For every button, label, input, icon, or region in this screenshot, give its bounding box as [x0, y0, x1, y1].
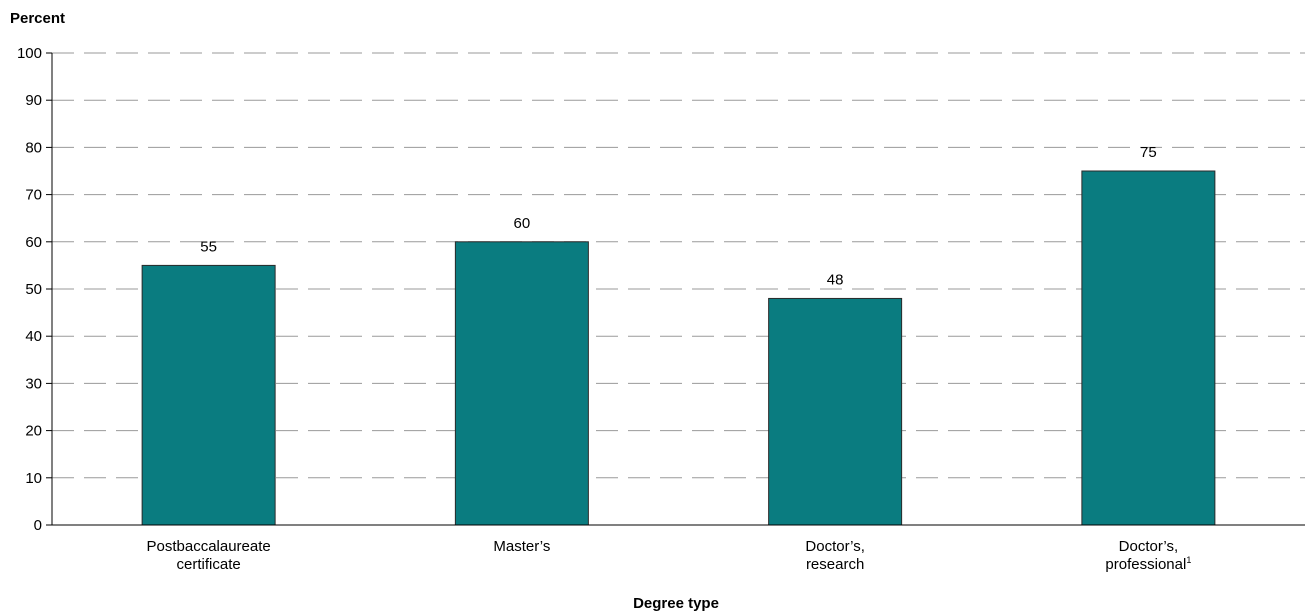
- x-category-label-line: research: [806, 556, 864, 573]
- x-axis-title: Degree type: [633, 595, 719, 612]
- footnote-marker: 1: [1186, 555, 1191, 565]
- bar-value-label: 75: [1140, 144, 1157, 161]
- x-category-label-line: Master’s: [493, 538, 550, 555]
- bar-value-label: 48: [827, 271, 844, 288]
- x-category-label: Doctor’s, research: [805, 538, 864, 573]
- x-category-label-line: certificate: [177, 556, 241, 573]
- y-axis-title: Percent: [10, 10, 65, 27]
- y-tick-label: 30: [25, 375, 42, 392]
- bar-value-label: 55: [200, 238, 217, 255]
- y-tick-label: 20: [25, 423, 42, 440]
- y-tick-label: 80: [25, 139, 42, 156]
- x-category-label-line: Doctor’s,: [1119, 538, 1178, 555]
- y-tick-label: 10: [25, 470, 42, 487]
- y-tick-label: 60: [25, 234, 42, 251]
- bar: [141, 264, 276, 526]
- x-axis-categories: Postbaccalaureate certificate Master’s Doct…: [147, 538, 1192, 573]
- y-tick-label: 90: [25, 92, 42, 109]
- x-category-label: Master’s: [493, 538, 550, 555]
- x-category-label-line: professional: [1105, 556, 1186, 573]
- y-tick-label: 100: [17, 45, 42, 62]
- bar: [768, 297, 903, 526]
- x-category-label-line: Doctor’s,: [805, 538, 864, 555]
- x-category-label-line: Postbaccalaureate: [147, 538, 271, 555]
- x-category-label: Doctor’s, professional1: [1105, 538, 1191, 573]
- bar: [1081, 170, 1216, 526]
- y-tick-label: 0: [34, 517, 42, 534]
- y-axis-ticks: 0 10 20 30 40 50 60 70 80 90 100: [17, 45, 52, 534]
- y-tick-label: 40: [25, 328, 42, 345]
- bars: 55 60 48 75: [141, 144, 1216, 526]
- x-category-label: Postbaccalaureate certificate: [147, 538, 271, 573]
- y-tick-label: 50: [25, 281, 42, 298]
- bar-value-label: 60: [514, 215, 531, 232]
- y-tick-label: 70: [25, 187, 42, 204]
- bar: [454, 241, 589, 526]
